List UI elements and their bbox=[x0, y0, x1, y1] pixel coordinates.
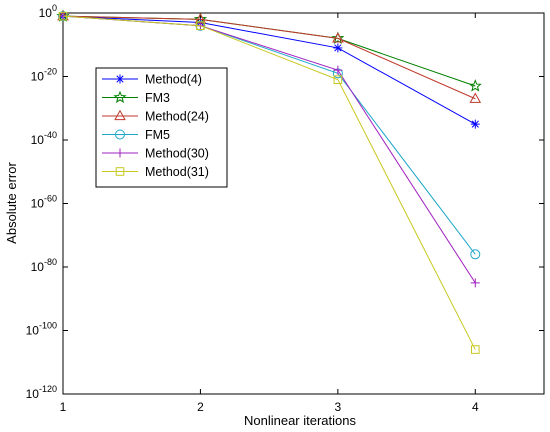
x-tick-label: 1 bbox=[60, 400, 67, 414]
data-point bbox=[115, 148, 125, 158]
y-tick-label: 10-120 bbox=[26, 384, 57, 401]
data-point bbox=[470, 119, 480, 129]
series-layer bbox=[56, 9, 482, 354]
x-axis-label: Nonlinear iterations bbox=[244, 413, 357, 428]
data-point bbox=[333, 65, 343, 75]
data-point bbox=[333, 43, 343, 53]
legend-label: FM3 bbox=[145, 91, 170, 105]
series-line bbox=[62, 15, 476, 350]
x-tick-label: 2 bbox=[197, 400, 204, 414]
y-tick-label: 100 bbox=[39, 3, 57, 20]
legend-label: Method(24) bbox=[145, 110, 209, 124]
x-tick-label: 4 bbox=[472, 400, 479, 414]
data-point bbox=[114, 109, 126, 121]
legend-entry: Method(31) bbox=[102, 165, 209, 179]
legend-entry: Method(4) bbox=[102, 73, 202, 87]
legend-entry: Method(30) bbox=[102, 147, 209, 161]
legend-label: Method(31) bbox=[145, 165, 209, 179]
data-point bbox=[333, 75, 343, 84]
data-point bbox=[115, 167, 125, 176]
y-tick-label: 10-80 bbox=[31, 257, 57, 274]
y-tick-label: 10-60 bbox=[31, 194, 57, 211]
data-point bbox=[196, 21, 205, 30]
y-tick-label: 10-20 bbox=[31, 67, 57, 84]
series-line bbox=[62, 15, 476, 125]
data-point bbox=[470, 249, 481, 260]
data-point bbox=[470, 345, 480, 354]
legend-entry: FM3 bbox=[102, 90, 170, 105]
data-point bbox=[115, 129, 125, 140]
data-point bbox=[468, 79, 482, 92]
x-tick-label: 3 bbox=[335, 400, 342, 414]
data-point bbox=[58, 11, 68, 21]
series-method-31 bbox=[58, 11, 480, 354]
series-line bbox=[62, 15, 476, 100]
legend: Method(4) FM3 Method(24) FM5 Method(30) Metho… bbox=[95, 67, 228, 188]
legend-entry: Method(24) bbox=[102, 110, 209, 124]
y-tick-label: 10-100 bbox=[26, 321, 57, 338]
data-point bbox=[332, 32, 344, 43]
data-point bbox=[115, 74, 125, 84]
data-point bbox=[331, 31, 345, 44]
legend-label: Method(30) bbox=[145, 147, 209, 161]
data-point bbox=[469, 92, 482, 103]
y-tick-label: 10-40 bbox=[31, 130, 57, 147]
legend-entry: FM5 bbox=[102, 128, 170, 142]
legend-label: Method(4) bbox=[145, 73, 202, 87]
data-point bbox=[113, 90, 127, 104]
legend-box bbox=[95, 67, 228, 188]
legend-label: FM5 bbox=[145, 128, 170, 142]
y-axis-ticks: 100 10-20 10-40 10-60 10-80 10-100 10-120 bbox=[26, 3, 544, 401]
y-axis-label: Absolute error bbox=[4, 162, 19, 244]
data-point bbox=[470, 278, 480, 288]
